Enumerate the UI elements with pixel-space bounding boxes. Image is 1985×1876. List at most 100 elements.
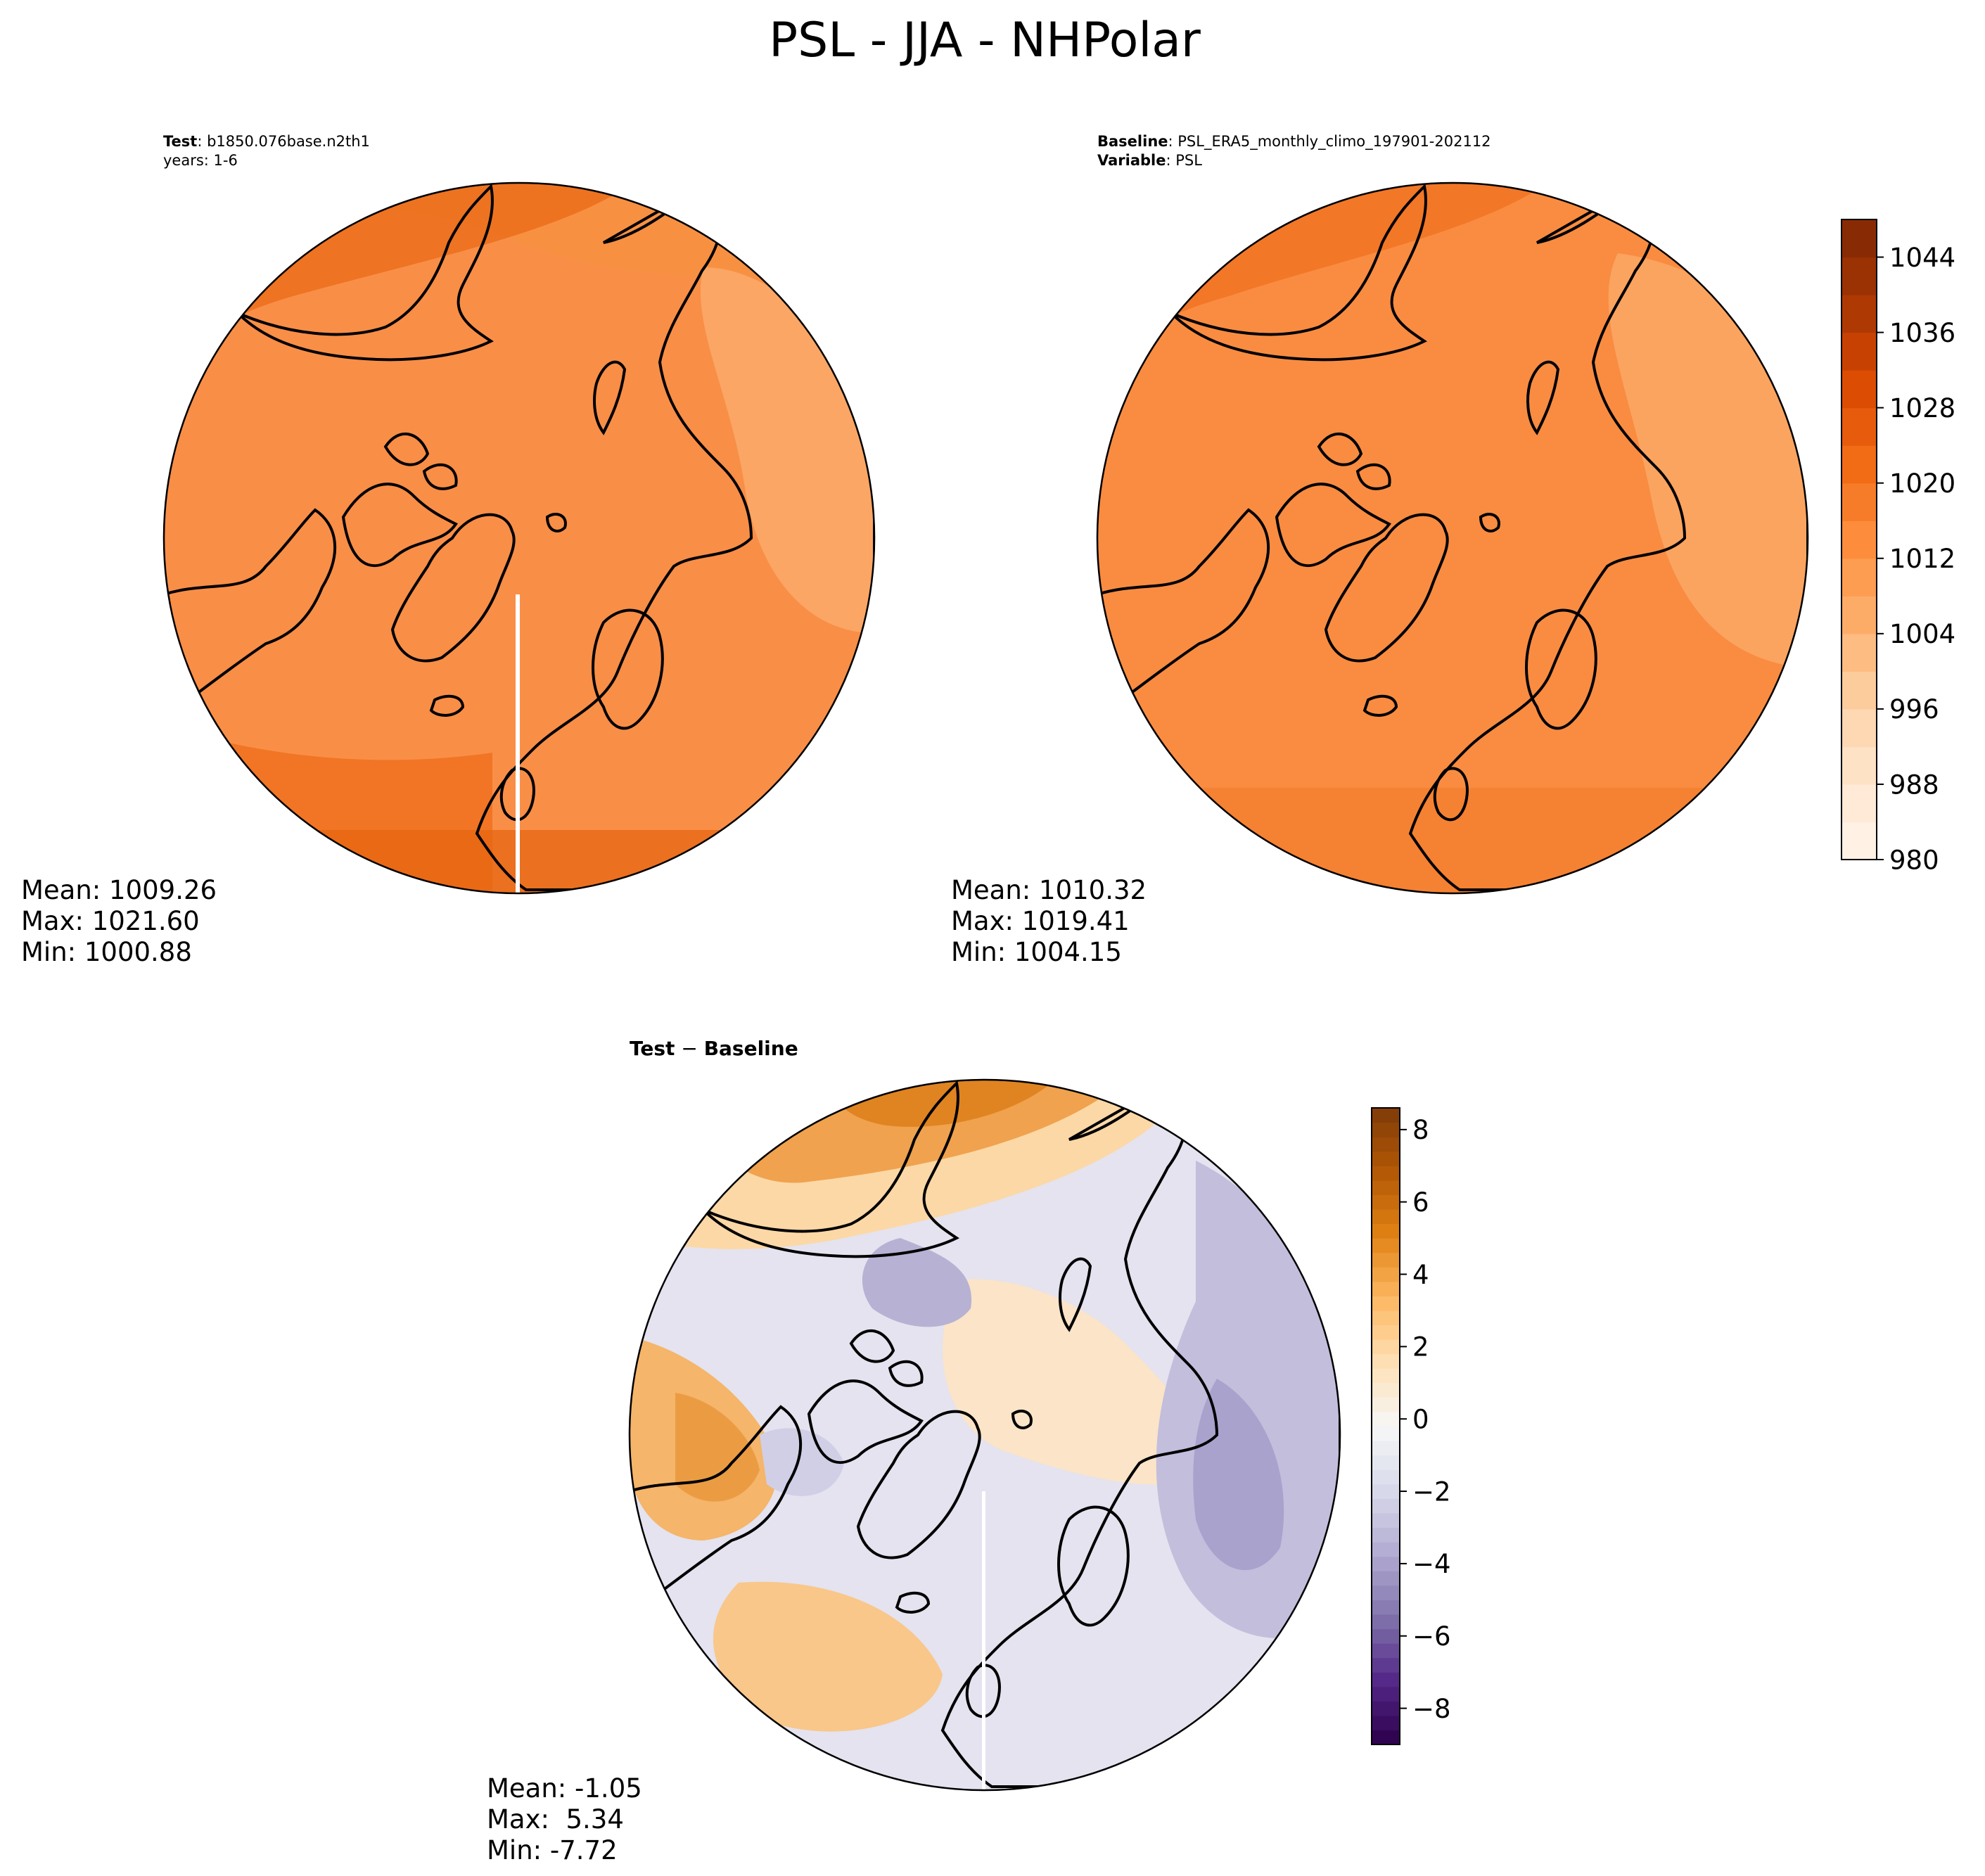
colorbar-difference-tick-label: 8 (1412, 1115, 1429, 1145)
colorbar-difference-swatch (1372, 1686, 1400, 1702)
colorbar-difference-swatch (1372, 1701, 1400, 1716)
colorbar-difference-swatch (1372, 1166, 1400, 1181)
baseline-header-line1: Baseline: PSL_ERA5_monthly_climo_197901-… (1097, 133, 1491, 151)
colorbar-difference-swatch (1372, 1455, 1400, 1470)
colorbar-absolute-swatch (1842, 295, 1877, 333)
colorbar-difference-swatch (1372, 1339, 1400, 1355)
colorbar-difference-swatch (1372, 1585, 1400, 1600)
colorbar-absolute-swatch (1842, 219, 1877, 258)
test-header-line2: years: 1-6 (163, 152, 238, 169)
colorbar-difference-swatch (1372, 1730, 1400, 1745)
figure-title: PSL - JJA - NHPolar (769, 13, 1201, 68)
colorbar-difference-swatch (1372, 1542, 1400, 1557)
colorbar-difference-swatch (1372, 1122, 1400, 1137)
colorbar-difference-swatch (1372, 1614, 1400, 1630)
colorbar-absolute-tick-label: 1012 (1889, 544, 1955, 574)
colorbar-difference-swatch (1372, 1600, 1400, 1615)
colorbar-difference-swatch (1372, 1137, 1400, 1152)
colorbar-difference-swatch (1372, 1512, 1400, 1529)
colorbar-absolute-tick-label: 1028 (1889, 393, 1955, 423)
colorbar-difference-swatch (1372, 1296, 1400, 1311)
colorbar-difference-swatch (1372, 1426, 1400, 1441)
colorbar-absolute-swatch (1842, 784, 1877, 823)
colorbar-difference-swatch (1372, 1208, 1400, 1225)
baseline-map (1097, 183, 1808, 893)
colorbar-absolute-tick-label: 1036 (1889, 318, 1955, 348)
colorbar-difference-swatch (1372, 1643, 1400, 1659)
test-panel: Test: b1850.076base.n2th1 years: 1-6 Mea… (21, 133, 876, 967)
colorbar-difference-swatch (1372, 1267, 1400, 1282)
baseline-stat-mean: Mean: 1010.32 (951, 875, 1147, 905)
diff-stat-mean: Mean: -1.05 (487, 1773, 642, 1804)
colorbar-difference-swatch (1372, 1151, 1400, 1166)
colorbar-absolute-swatch (1842, 596, 1877, 634)
colorbar-difference-swatch (1372, 1353, 1400, 1369)
colorbar-difference-swatch (1372, 1715, 1400, 1731)
colorbar-absolute-swatch (1842, 407, 1877, 446)
colorbar-absolute-swatch (1842, 822, 1877, 860)
diff-panel: Test − Baseline Mean: -1.05 Max: 5.34 Mi… (487, 1037, 1341, 1865)
colorbar-difference-swatch (1372, 1469, 1400, 1485)
colorbar-absolute-swatch (1842, 558, 1877, 596)
colorbar-difference-tick-label: −4 (1412, 1549, 1451, 1579)
colorbar-difference: −8 −6 −4 −2 0 2 4 6 8 (1371, 1107, 1451, 1745)
colorbar-difference-swatch (1372, 1672, 1400, 1687)
colorbar-difference-tick-label: −2 (1412, 1476, 1451, 1507)
colorbar-absolute-swatch (1842, 445, 1877, 484)
baseline-header-line2: Variable: PSL (1097, 152, 1202, 169)
colorbar-difference-swatch (1372, 1382, 1400, 1398)
colorbar-difference-swatch (1372, 1310, 1400, 1326)
colorbar-difference-swatch (1372, 1441, 1400, 1456)
colorbar-difference-swatch (1372, 1556, 1400, 1571)
colorbar-difference-swatch (1372, 1498, 1400, 1514)
test-header-line1: Test: b1850.076base.n2th1 (163, 133, 370, 150)
colorbar-absolute-tick-label: 988 (1889, 770, 1939, 800)
colorbar-difference-tick-label: 4 (1412, 1260, 1429, 1290)
diff-stat-max: Max: 5.34 (487, 1804, 624, 1834)
colorbar-absolute-swatch (1842, 633, 1877, 672)
colorbar-absolute-tick-label: 1004 (1889, 619, 1955, 649)
colorbar-absolute-tick-label: 996 (1889, 694, 1939, 725)
colorbar-absolute-swatch (1842, 521, 1877, 559)
colorbar-difference-tick-label: 6 (1412, 1187, 1429, 1218)
colorbar-difference-swatch (1372, 1628, 1400, 1644)
test-stat-min: Min: 1000.88 (21, 937, 192, 967)
colorbar-difference-tick-label: −6 (1412, 1621, 1451, 1652)
colorbar-difference-swatch (1372, 1223, 1400, 1239)
colorbar-difference-swatch (1372, 1411, 1400, 1427)
test-stat-mean: Mean: 1009.26 (21, 875, 217, 905)
colorbar-difference-swatch (1372, 1238, 1400, 1253)
colorbar-difference-swatch (1372, 1397, 1400, 1412)
diff-header: Test − Baseline (630, 1037, 798, 1060)
colorbar-difference-swatch (1372, 1571, 1400, 1586)
colorbar-absolute-swatch (1842, 746, 1877, 785)
colorbar-absolute: 980 988 996 1004 1012 1020 1028 1036 1044 (1841, 219, 1955, 875)
colorbar-difference-swatch (1372, 1180, 1400, 1196)
colorbar-absolute-tick-label: 980 (1889, 845, 1939, 875)
test-stat-max: Max: 1021.60 (21, 906, 200, 936)
colorbar-difference-tick-label: 2 (1412, 1332, 1429, 1363)
colorbar-absolute-swatch (1842, 708, 1877, 748)
diff-stat-min: Min: -7.72 (487, 1835, 618, 1865)
colorbar-difference-swatch (1372, 1252, 1400, 1268)
baseline-stat-max: Max: 1019.41 (951, 906, 1130, 936)
colorbar-absolute-swatch (1842, 332, 1877, 371)
colorbar-absolute-tick-label: 1020 (1889, 468, 1955, 499)
diff-map (630, 1080, 1340, 1790)
baseline-stat-min: Min: 1004.15 (951, 937, 1122, 967)
colorbar-difference-tick-label: −8 (1412, 1694, 1451, 1724)
colorbar-absolute-swatch (1842, 671, 1877, 710)
colorbar-difference-swatch (1372, 1483, 1400, 1499)
colorbar-difference-swatch (1372, 1325, 1400, 1340)
colorbar-absolute-swatch (1842, 483, 1877, 521)
colorbar-absolute-tick-label: 1044 (1889, 243, 1955, 273)
colorbar-difference-swatch (1372, 1368, 1400, 1384)
colorbar-difference-tick-label: 0 (1412, 1405, 1429, 1435)
colorbar-difference-swatch (1372, 1657, 1400, 1673)
colorbar-difference-swatch (1372, 1527, 1400, 1543)
colorbar-difference-swatch (1372, 1108, 1400, 1123)
baseline-panel: Baseline: PSL_ERA5_monthly_climo_197901-… (951, 133, 1809, 967)
colorbar-absolute-swatch (1842, 370, 1877, 409)
colorbar-absolute-swatch (1842, 257, 1877, 295)
colorbar-difference-swatch (1372, 1281, 1400, 1296)
